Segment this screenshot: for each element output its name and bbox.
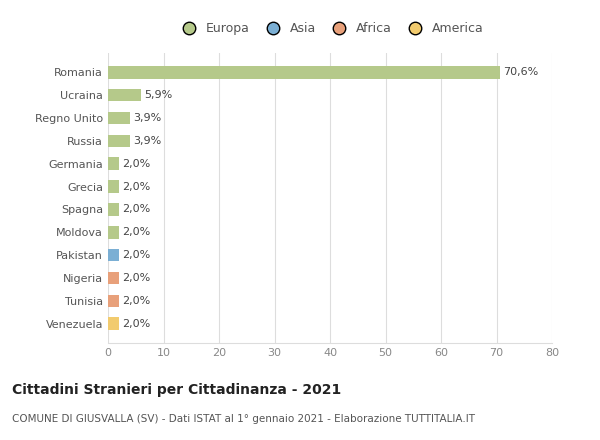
Text: COMUNE DI GIUSVALLA (SV) - Dati ISTAT al 1° gennaio 2021 - Elaborazione TUTTITAL: COMUNE DI GIUSVALLA (SV) - Dati ISTAT al… bbox=[12, 414, 475, 424]
Bar bbox=[108, 66, 500, 79]
Bar bbox=[108, 89, 141, 102]
Bar bbox=[108, 294, 119, 307]
Bar bbox=[108, 180, 119, 193]
Bar bbox=[108, 203, 119, 216]
Text: 3,9%: 3,9% bbox=[133, 136, 161, 146]
Text: 2,0%: 2,0% bbox=[122, 182, 151, 191]
Bar bbox=[108, 272, 119, 284]
Bar bbox=[108, 135, 130, 147]
Text: 2,0%: 2,0% bbox=[122, 205, 151, 214]
Bar bbox=[108, 249, 119, 261]
Text: 5,9%: 5,9% bbox=[144, 90, 172, 100]
Bar bbox=[108, 112, 130, 124]
Text: 3,9%: 3,9% bbox=[133, 113, 161, 123]
Text: Cittadini Stranieri per Cittadinanza - 2021: Cittadini Stranieri per Cittadinanza - 2… bbox=[12, 383, 341, 397]
Text: 2,0%: 2,0% bbox=[122, 273, 151, 283]
Bar bbox=[108, 158, 119, 170]
Legend: Europa, Asia, Africa, America: Europa, Asia, Africa, America bbox=[172, 18, 488, 39]
Text: 2,0%: 2,0% bbox=[122, 296, 151, 306]
Text: 2,0%: 2,0% bbox=[122, 159, 151, 169]
Text: 2,0%: 2,0% bbox=[122, 319, 151, 329]
Bar bbox=[108, 226, 119, 238]
Bar bbox=[108, 317, 119, 330]
Text: 70,6%: 70,6% bbox=[503, 67, 538, 77]
Text: 2,0%: 2,0% bbox=[122, 250, 151, 260]
Text: 2,0%: 2,0% bbox=[122, 227, 151, 237]
